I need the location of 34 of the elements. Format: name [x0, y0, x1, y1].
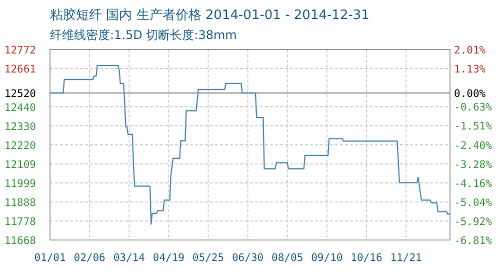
y2-tick-label: 0.00%	[454, 88, 486, 100]
y2-tick-label: 2.01%	[454, 44, 486, 56]
y2-tick-label: -6.81%	[454, 235, 493, 247]
x-tick-label: 10/16	[350, 252, 382, 264]
y-tick-label: 12109	[4, 158, 36, 171]
y2-tick-label: -2.40%	[454, 140, 493, 152]
y2-tick-label: -3.28%	[454, 158, 493, 171]
y-tick-label: 11668	[4, 235, 36, 247]
y-tick-label: 11888	[4, 197, 36, 210]
x-tick-label: 01/01	[34, 252, 66, 264]
y2-tick-label: 1.13%	[454, 64, 486, 76]
y-tick-label: 12440	[4, 102, 36, 114]
y-tick-label: 12520	[4, 88, 36, 100]
y-tick-label: 11778	[4, 216, 36, 228]
y-tick-label: 12330	[4, 120, 36, 133]
subtitle: 纤维线密度:1.5D 切断长度:38mm	[50, 28, 237, 42]
x-tick-label: 04/19	[152, 252, 184, 264]
x-tick-label: 09/10	[311, 252, 343, 264]
title: 粘胶短纤 国内 生产者价格 2014-01-01 - 2014-12-31	[50, 8, 370, 23]
y-tick-label: 12220	[4, 140, 36, 152]
x-tick-label: 11/21	[390, 252, 422, 264]
y2-tick-label: -5.04%	[454, 196, 493, 209]
x-tick-label: 03/14	[113, 252, 145, 264]
x-tick-label: 05/25	[192, 252, 224, 264]
y2-tick-label: -5.92%	[454, 216, 493, 228]
y-tick-label: 12661	[4, 64, 36, 76]
y-tick-label: 11999	[4, 178, 36, 190]
y2-tick-label: -4.16%	[454, 178, 493, 190]
x-tick-label: 06/30	[232, 252, 264, 264]
x-tick-label: 08/05	[272, 252, 304, 264]
x-tick-label: 02/06	[74, 252, 106, 264]
y2-tick-label: -1.51%	[454, 120, 493, 133]
y2-tick-label: -0.63%	[454, 102, 493, 114]
y-tick-label: 12772	[4, 44, 36, 56]
